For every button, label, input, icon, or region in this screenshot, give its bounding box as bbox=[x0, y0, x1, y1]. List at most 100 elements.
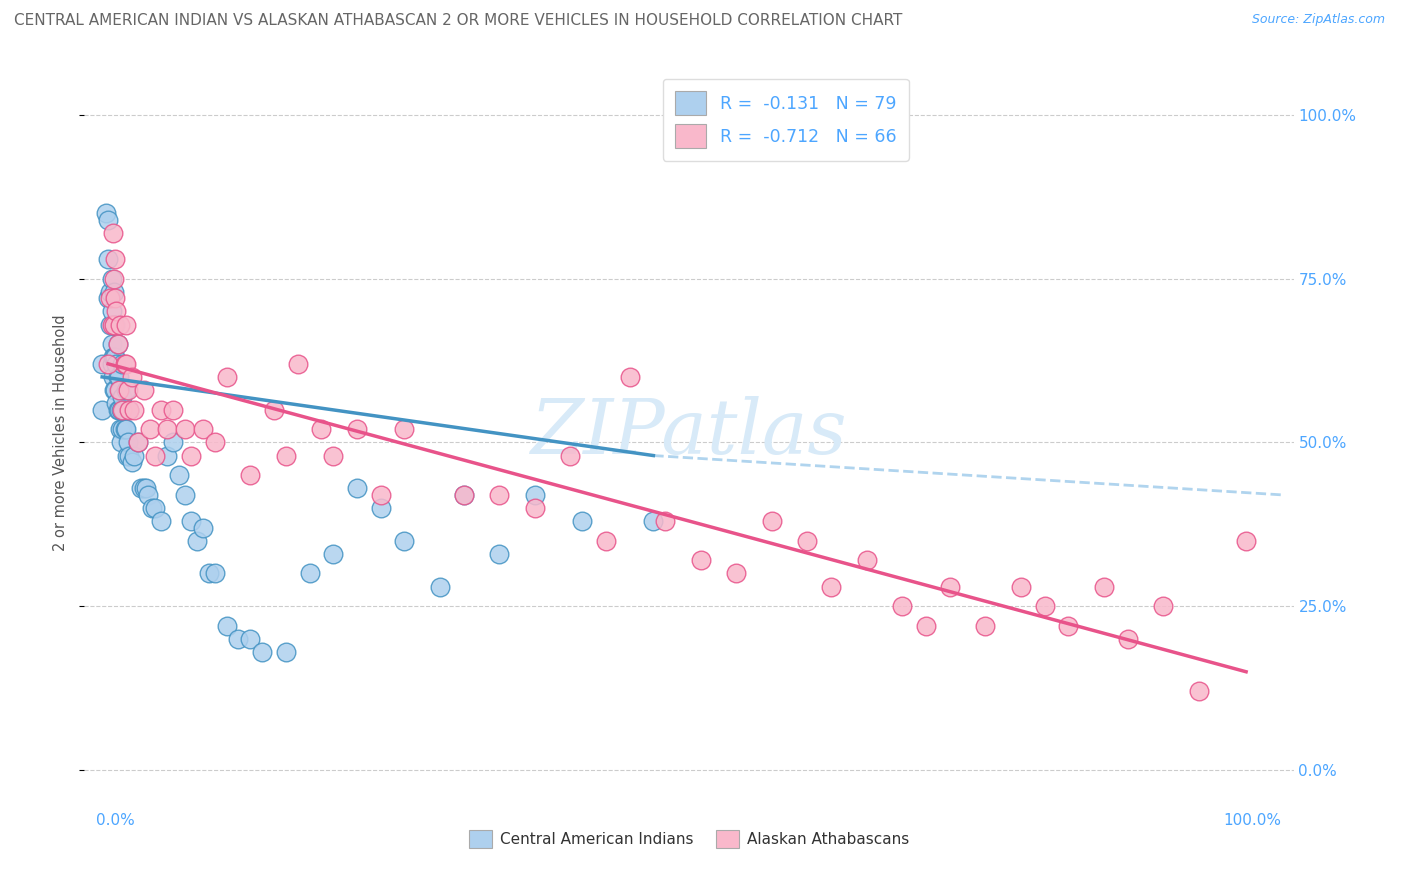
Point bbox=[118, 449, 141, 463]
Point bbox=[101, 318, 124, 332]
Point bbox=[108, 318, 131, 332]
Point bbox=[180, 449, 202, 463]
Point bbox=[105, 396, 128, 410]
Point bbox=[138, 422, 160, 436]
Point bbox=[298, 566, 321, 581]
Point bbox=[394, 422, 416, 436]
Point bbox=[274, 449, 297, 463]
Legend: Central American Indians, Alaskan Athabascans: Central American Indians, Alaskan Athaba… bbox=[463, 823, 915, 855]
Point bbox=[523, 500, 546, 515]
Point bbox=[104, 291, 127, 305]
Point bbox=[204, 435, 226, 450]
Point bbox=[100, 337, 122, 351]
Point bbox=[915, 619, 938, 633]
Point bbox=[855, 553, 877, 567]
Point bbox=[186, 533, 208, 548]
Point bbox=[287, 357, 309, 371]
Point bbox=[118, 402, 141, 417]
Point bbox=[523, 488, 546, 502]
Point bbox=[117, 383, 139, 397]
Point bbox=[1116, 632, 1139, 646]
Point bbox=[107, 383, 129, 397]
Point bbox=[394, 533, 416, 548]
Point bbox=[105, 357, 128, 371]
Point bbox=[100, 271, 122, 285]
Text: 100.0%: 100.0% bbox=[1223, 813, 1282, 828]
Point bbox=[103, 351, 125, 365]
Point bbox=[104, 383, 127, 397]
Point bbox=[97, 212, 120, 227]
Point bbox=[820, 580, 842, 594]
Point bbox=[117, 435, 139, 450]
Point bbox=[654, 514, 676, 528]
Point bbox=[115, 383, 138, 397]
Point bbox=[101, 370, 124, 384]
Point bbox=[97, 252, 120, 266]
Point bbox=[239, 632, 262, 646]
Point bbox=[429, 580, 451, 594]
Point bbox=[100, 318, 122, 332]
Point bbox=[105, 304, 128, 318]
Point bbox=[111, 422, 134, 436]
Point bbox=[135, 481, 157, 495]
Point bbox=[1188, 684, 1211, 698]
Point bbox=[114, 357, 136, 371]
Point bbox=[215, 370, 238, 384]
Point bbox=[112, 402, 135, 417]
Point bbox=[111, 357, 134, 371]
Point bbox=[121, 370, 143, 384]
Point bbox=[100, 318, 122, 332]
Point bbox=[370, 488, 392, 502]
Point bbox=[571, 514, 593, 528]
Point bbox=[94, 206, 117, 220]
Point bbox=[114, 422, 136, 436]
Point bbox=[167, 468, 190, 483]
Point bbox=[107, 370, 129, 384]
Point bbox=[91, 402, 114, 417]
Point bbox=[104, 351, 127, 365]
Point bbox=[100, 357, 122, 371]
Point bbox=[101, 351, 124, 365]
Point bbox=[150, 514, 173, 528]
Point bbox=[560, 449, 582, 463]
Point bbox=[174, 422, 197, 436]
Point bbox=[239, 468, 262, 483]
Point bbox=[107, 337, 129, 351]
Point bbox=[103, 285, 125, 299]
Point bbox=[162, 435, 184, 450]
Point bbox=[111, 390, 134, 404]
Point bbox=[107, 370, 129, 384]
Point bbox=[619, 370, 641, 384]
Point bbox=[761, 514, 783, 528]
Point bbox=[104, 318, 127, 332]
Point bbox=[1152, 599, 1174, 614]
Point bbox=[191, 422, 214, 436]
Point bbox=[122, 449, 145, 463]
Point bbox=[250, 645, 273, 659]
Point bbox=[1010, 580, 1032, 594]
Text: CENTRAL AMERICAN INDIAN VS ALASKAN ATHABASCAN 2 OR MORE VEHICLES IN HOUSEHOLD CO: CENTRAL AMERICAN INDIAN VS ALASKAN ATHAB… bbox=[14, 13, 903, 29]
Point bbox=[110, 402, 132, 417]
Point bbox=[150, 402, 173, 417]
Point bbox=[111, 402, 134, 417]
Point bbox=[643, 514, 665, 528]
Point bbox=[595, 533, 617, 548]
Point bbox=[228, 632, 250, 646]
Point bbox=[97, 357, 120, 371]
Point bbox=[488, 547, 510, 561]
Point bbox=[198, 566, 221, 581]
Point bbox=[204, 566, 226, 581]
Point bbox=[101, 226, 124, 240]
Point bbox=[115, 449, 138, 463]
Point bbox=[1234, 533, 1257, 548]
Point bbox=[162, 402, 184, 417]
Point bbox=[488, 488, 510, 502]
Point bbox=[108, 422, 131, 436]
Point bbox=[274, 645, 297, 659]
Point bbox=[132, 481, 155, 495]
Y-axis label: 2 or more Vehicles in Household: 2 or more Vehicles in Household bbox=[52, 314, 67, 551]
Point bbox=[1033, 599, 1056, 614]
Point bbox=[115, 357, 138, 371]
Point bbox=[138, 488, 160, 502]
Point bbox=[453, 488, 475, 502]
